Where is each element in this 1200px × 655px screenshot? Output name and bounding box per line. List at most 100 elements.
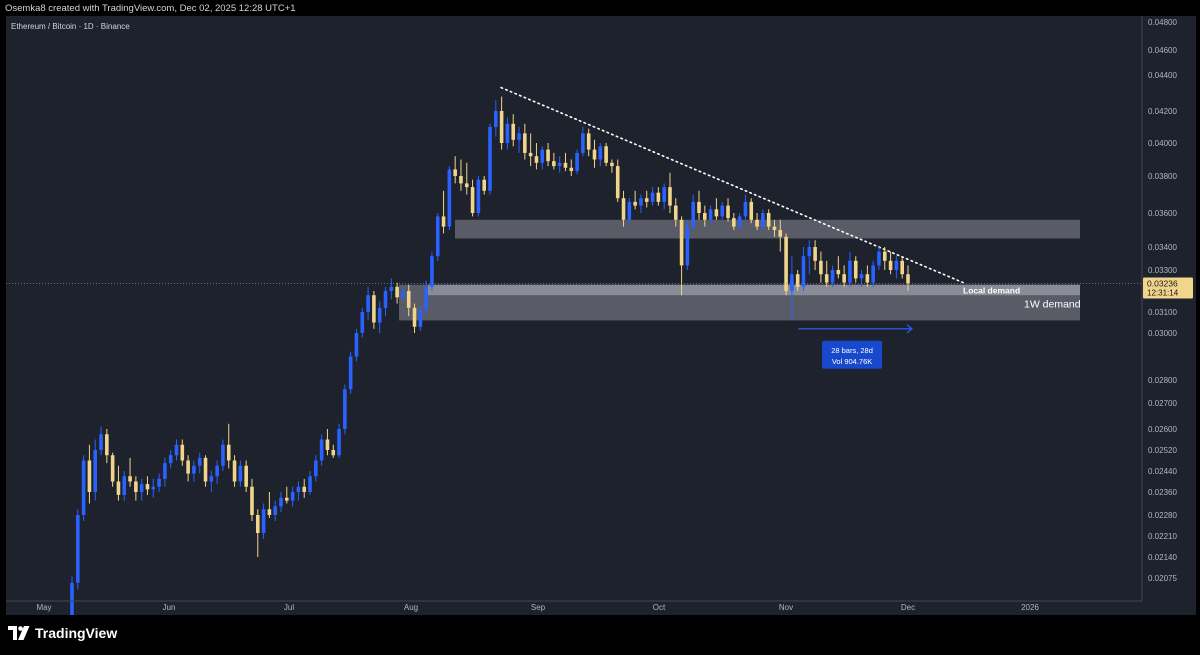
candle	[505, 123, 510, 143]
candle	[830, 270, 835, 283]
candle	[882, 251, 887, 261]
candle	[499, 111, 504, 143]
candle	[267, 509, 272, 515]
y-tick-label: 0.02600	[1148, 425, 1177, 434]
candle	[627, 201, 632, 220]
y-tick-label: 0.03300	[1148, 266, 1177, 275]
candle	[523, 133, 527, 153]
candle	[255, 515, 260, 533]
candle	[192, 465, 196, 474]
candle	[714, 209, 719, 217]
candle	[360, 312, 365, 333]
candle	[697, 201, 701, 213]
candle	[604, 146, 608, 163]
candle	[93, 450, 98, 492]
candle	[761, 213, 765, 227]
tradingview-logo[interactable]: TradingView	[8, 625, 117, 641]
candle	[592, 149, 597, 160]
candle	[81, 460, 86, 515]
candle	[726, 205, 730, 219]
credit-text: Osemka8 created with TradingView.com, De…	[5, 3, 296, 14]
candle	[586, 133, 591, 150]
candle	[482, 179, 486, 191]
candle	[145, 484, 150, 490]
candle	[511, 123, 516, 140]
candle	[615, 166, 620, 199]
candle	[76, 515, 80, 583]
candle	[157, 478, 161, 487]
measure-box	[822, 340, 883, 369]
candle	[168, 455, 173, 464]
y-tick-label: 0.02520	[1148, 446, 1177, 455]
candle	[354, 333, 359, 357]
y-tick-label: 0.03600	[1148, 209, 1177, 218]
candle	[441, 216, 446, 227]
candles	[70, 96, 910, 615]
x-tick-label: Jul	[284, 603, 294, 612]
candle	[894, 260, 899, 270]
measure-bars-label: 28 bars, 28d	[831, 346, 873, 355]
x-tick-label: Nov	[779, 603, 793, 612]
candle	[180, 444, 185, 461]
candle	[906, 274, 910, 284]
candle	[494, 111, 498, 127]
candle	[877, 251, 881, 266]
candle	[308, 476, 312, 492]
candle	[517, 133, 521, 140]
x-tick-label: Dec	[901, 603, 915, 612]
candle	[314, 460, 318, 477]
last-price-label: 0.03236	[1147, 278, 1178, 288]
candle	[859, 274, 864, 279]
candle	[691, 201, 695, 227]
candle	[383, 291, 388, 308]
candle	[528, 152, 533, 157]
candle	[720, 205, 725, 217]
candle	[755, 219, 759, 227]
candle	[743, 201, 748, 217]
candle	[900, 260, 904, 275]
candle	[470, 187, 475, 213]
demand-zones	[399, 219, 1080, 321]
candle	[540, 149, 545, 163]
candle	[435, 216, 440, 257]
candle	[116, 481, 121, 495]
candle	[795, 274, 800, 287]
candle	[232, 460, 237, 482]
candle	[238, 465, 243, 482]
candle	[708, 209, 713, 220]
last-price-badge	[1143, 277, 1193, 299]
candle	[337, 429, 341, 456]
candle	[105, 434, 109, 456]
axes: 0.04800 0.04600 0.04400 0.04200 0.04000 0.038…	[6, 16, 1177, 612]
y-tick-label: 0.04400	[1148, 71, 1177, 80]
candle	[401, 291, 405, 298]
demand-zone-1	[455, 219, 1080, 239]
candle	[621, 198, 626, 220]
candle	[110, 455, 115, 482]
candle	[331, 450, 336, 456]
candle	[662, 187, 666, 202]
y-tick-label: 0.02800	[1148, 376, 1177, 385]
candle	[737, 216, 742, 227]
candle	[406, 291, 411, 308]
candle	[778, 230, 783, 237]
y-tick-label: 0.04600	[1148, 46, 1177, 55]
zone-label: 1W demand	[1024, 299, 1081, 311]
candle	[453, 169, 457, 176]
candle	[888, 260, 893, 270]
x-tick-label: Aug	[404, 603, 418, 612]
candle	[703, 213, 707, 220]
chart-area[interactable]: Local demand 1W demand 0.03236 12:31:14 28 b…	[6, 16, 1196, 615]
candle	[488, 127, 492, 191]
candle	[418, 309, 423, 327]
candle	[319, 439, 324, 461]
candle	[633, 201, 637, 206]
candle	[836, 270, 841, 275]
candle	[853, 260, 858, 279]
candle	[598, 146, 603, 160]
y-tick-label: 0.02440	[1148, 467, 1177, 476]
candle	[534, 156, 539, 163]
candle	[302, 486, 307, 492]
